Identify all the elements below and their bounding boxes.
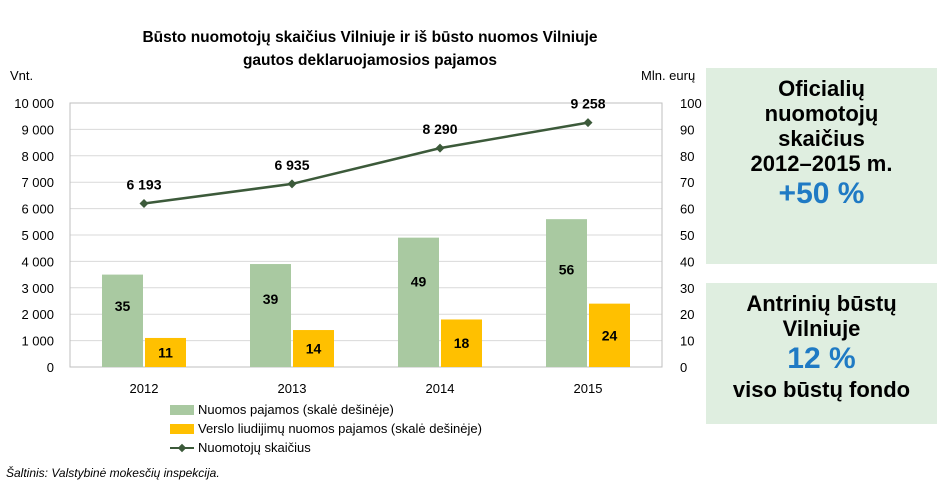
bar-verslo-liudijimu [589, 303, 630, 367]
left-axis-tick-label: 7 000 [21, 175, 54, 190]
bar-nuomos-pajamos [250, 264, 291, 367]
right-axis-unit: Mln. eurų [641, 68, 696, 83]
chart-title: Būsto nuomotojų skaičius Vilniuje ir iš … [60, 26, 680, 72]
left-axis-tick-label: 9 000 [21, 122, 54, 137]
legend-item-nuomos-pajamos: Nuomos pajamos (skalė dešinėje) [170, 400, 482, 419]
legend-label-verslo-liudijimu: Verslo liudijimų nuomos pajamos (skalė d… [198, 421, 482, 436]
line-point-marker [139, 199, 149, 209]
line-data-label: 6 935 [274, 157, 309, 173]
box1-big-value: +50 % [778, 177, 865, 210]
box2-big-value: 12 % [787, 342, 856, 375]
left-axis-tick-label: 10 000 [14, 96, 54, 111]
right-axis-tick-label: 70 [680, 175, 694, 190]
left-axis-tick-label: 2 000 [21, 307, 54, 322]
bar-verslo-liudijimu [145, 337, 186, 367]
bar-label-nuomos-pajamos: 35 [115, 298, 131, 314]
legend-swatch-yellow [170, 423, 194, 434]
bar-nuomos-pajamos [102, 274, 143, 367]
legend-label-nuomos-pajamos: Nuomos pajamos (skalė dešinėje) [198, 402, 394, 417]
info-box-secondary-housing: Antrinių būstų Vilniuje 12 % viso būstų … [706, 283, 937, 424]
left-axis-unit: Vnt. [10, 68, 34, 83]
x-axis-tick-label: 2015 [574, 381, 603, 396]
right-axis-tick-label: 20 [680, 307, 694, 322]
line-nuomotoju-skaicius [143, 121, 589, 205]
right-axis-tick-label: 0 [680, 360, 687, 375]
line-data-label: 9 258 [570, 96, 605, 112]
x-axis-tick-label: 2013 [278, 381, 307, 396]
box1-line2: nuomotojų [764, 101, 879, 126]
bar-label-nuomos-pajamos: 39 [263, 291, 279, 307]
right-axis-tick-label: 30 [680, 281, 694, 296]
legend-label-nuomotoju-skaicius: Nuomotojų skaičius [198, 440, 311, 455]
box1-line3: skaičius [778, 126, 865, 151]
right-axis-tick-label: 80 [680, 149, 694, 164]
line-point-marker [435, 143, 445, 153]
left-axis-tick-label: 1 000 [21, 334, 54, 349]
right-axis-tick-label: 60 [680, 202, 694, 217]
x-axis-tick-label: 2014 [426, 381, 455, 396]
bar-label-verslo-liudijimu: 18 [454, 335, 470, 351]
legend-item-nuomotoju-skaicius: Nuomotojų skaičius [170, 438, 482, 457]
right-axis-tick-label: 40 [680, 254, 694, 269]
info-box-landlords-growth: Oficialių nuomotojų skaičius 2012–2015 m… [706, 68, 937, 264]
plot-area-border [69, 102, 663, 368]
bar-verslo-liudijimu [441, 319, 482, 367]
bar-verslo-liudijimu [293, 330, 334, 367]
left-axis-tick-label: 0 [47, 360, 54, 375]
bar-label-nuomos-pajamos: 49 [411, 274, 427, 290]
box2-line2: Vilniuje [782, 316, 861, 341]
source-note: Šaltinis: Valstybinė mokesčių inspekcija… [6, 466, 220, 480]
right-axis-tick-label: 50 [680, 228, 694, 243]
line-data-label: 6 193 [126, 177, 161, 193]
chart-legend: Nuomos pajamos (skalė dešinėje) Verslo l… [170, 400, 482, 457]
left-axis-tick-label: 5 000 [21, 228, 54, 243]
legend-line-marker [170, 443, 194, 453]
legend-swatch-green [170, 404, 194, 415]
box1-line4: 2012–2015 m. [750, 151, 893, 176]
right-axis-tick-label: 100 [680, 96, 702, 111]
bar-nuomos-pajamos [546, 219, 587, 367]
left-axis-tick-label: 3 000 [21, 281, 54, 296]
box1-line1: Oficialių [778, 76, 865, 101]
left-axis-tick-label: 4 000 [21, 254, 54, 269]
left-axis-tick-label: 8 000 [21, 149, 54, 164]
line-point-marker [583, 118, 593, 128]
x-axis-tick-label: 2012 [130, 381, 159, 396]
box2-line3: viso būstų fondo [732, 377, 911, 402]
bar-label-nuomos-pajamos: 56 [559, 261, 575, 277]
chart-title-line2: gautos deklaruojamosios pajamos [242, 52, 498, 69]
bar-label-verslo-liudijimu: 11 [158, 344, 173, 360]
legend-item-verslo-liudijimu: Verslo liudijimų nuomos pajamos (skalė d… [170, 419, 482, 438]
right-axis-tick-label: 10 [680, 334, 694, 349]
chart-title-line1: Būsto nuomotojų skaičius Vilniuje ir iš … [142, 29, 598, 46]
left-axis-tick-label: 6 000 [21, 202, 54, 217]
line-point-marker [287, 179, 297, 189]
bar-label-verslo-liudijimu: 24 [602, 327, 618, 343]
bar-nuomos-pajamos [398, 237, 439, 367]
line-data-label: 8 290 [422, 121, 457, 137]
bar-label-verslo-liudijimu: 14 [306, 341, 322, 357]
box2-line1: Antrinių būstų [746, 291, 897, 316]
right-axis-tick-label: 90 [680, 122, 694, 137]
